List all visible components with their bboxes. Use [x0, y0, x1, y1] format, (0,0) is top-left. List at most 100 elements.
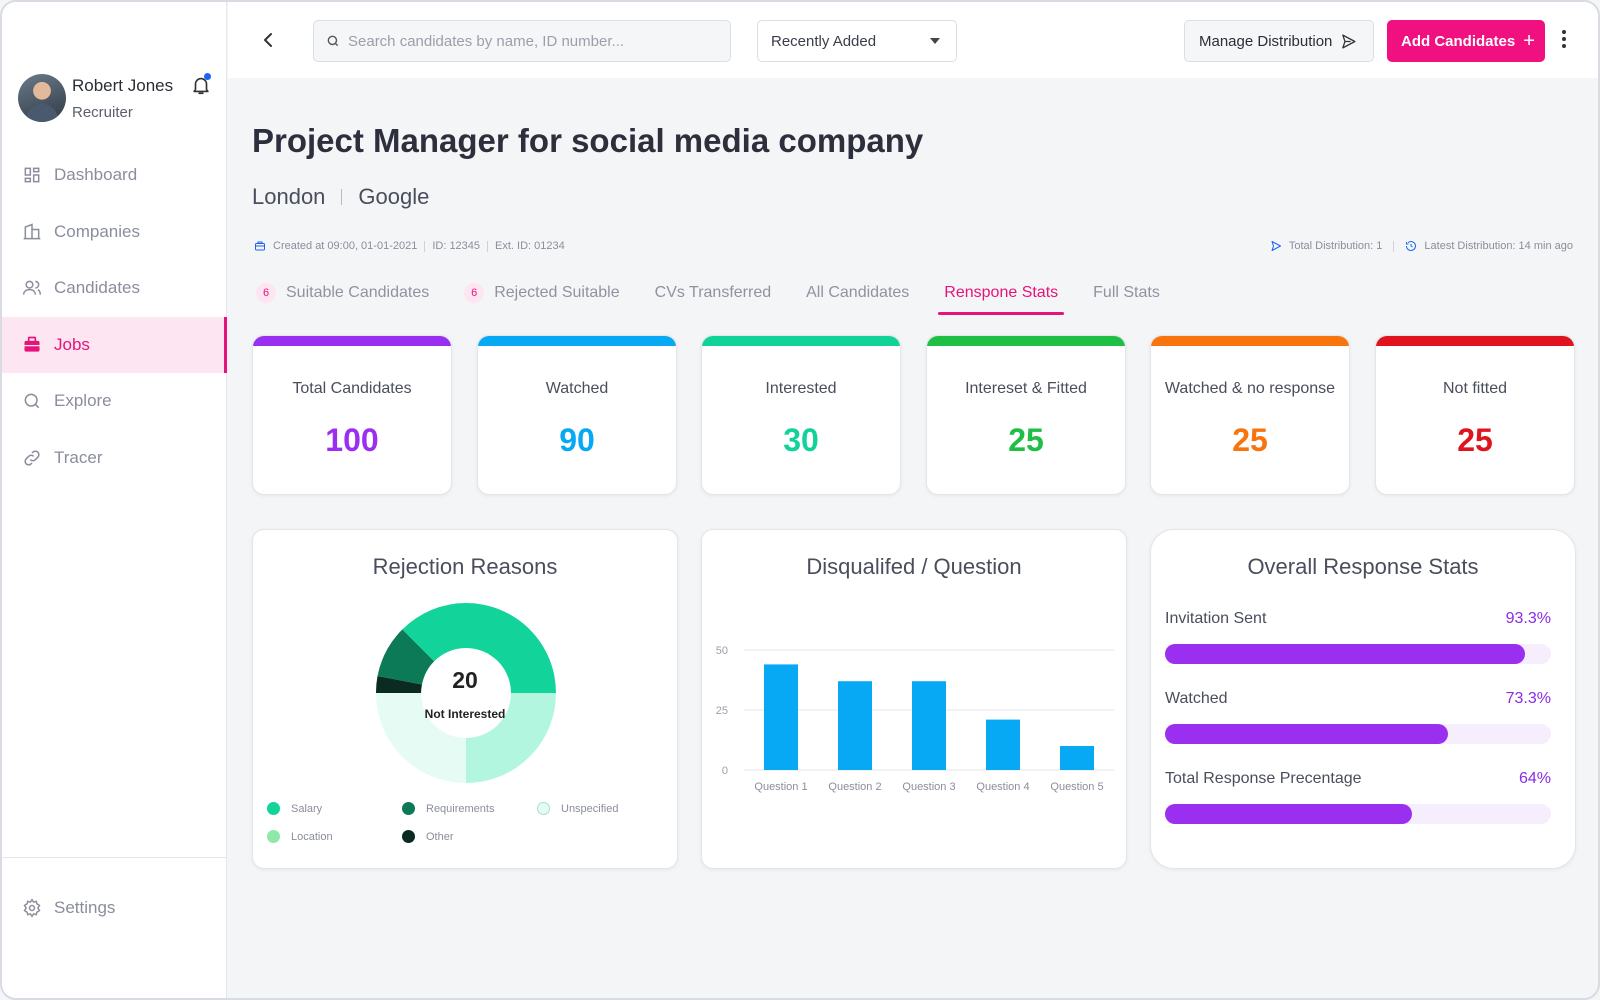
sidebar-item-label: Explore [54, 391, 112, 410]
donut-segment-requirements[interactable] [377, 629, 435, 685]
donut-segment-location[interactable] [466, 693, 556, 783]
donut-segment-salary[interactable] [466, 603, 556, 693]
send-icon [1342, 33, 1356, 49]
bar-3[interactable] [912, 681, 946, 770]
link-icon [24, 450, 40, 466]
stat-card-not-fitted: Not fitted 25 [1375, 335, 1575, 495]
search-icon [327, 35, 339, 47]
donut-center-label: Not Interested [424, 707, 506, 721]
stat-value: 25 [1008, 422, 1044, 458]
divider [341, 189, 343, 205]
legend-item-unspecified: Unspecified [537, 802, 618, 815]
sidebar-item-tracer[interactable]: Tracer [2, 430, 227, 486]
sidebar-item-label: Settings [54, 898, 116, 917]
sort-value: Recently Added [771, 32, 877, 50]
stat-card-watched-no-response: Watched & no response 25 [1150, 335, 1350, 495]
progress-track [1165, 804, 1551, 824]
stat-value: 30 [783, 422, 819, 458]
search-input[interactable] [348, 32, 718, 50]
progress-value: 73.3% [1505, 690, 1551, 707]
search-box[interactable] [313, 20, 731, 62]
overall-response-panel: Overall Response Stats Invitation Sent 9… [1150, 529, 1576, 869]
progress-track [1165, 644, 1551, 664]
legend-label: Requirements [426, 802, 495, 815]
bell-icon[interactable] [190, 74, 212, 96]
stat-value: 90 [559, 422, 595, 458]
progress-track [1165, 724, 1551, 744]
sort-dropdown[interactable]: Recently Added [757, 20, 957, 62]
donut-center-value: 20 [452, 667, 478, 693]
job-location: London [252, 184, 326, 209]
sidebar-item-explore[interactable]: Explore [2, 373, 227, 429]
bar-5[interactable] [1060, 746, 1094, 770]
donut-segment-unspecified[interactable] [376, 693, 466, 783]
created-at: Created at 09:00, 01-01-2021 [273, 240, 418, 252]
sidebar: Robert Jones Recruiter Dashboard Compani… [2, 2, 227, 998]
tab-all-candidates[interactable]: All Candidates [806, 278, 909, 308]
tab-label: Suitable Candidates [286, 284, 430, 301]
job-meta: Created at 09:00, 01-01-2021 ID: 12345 E… [254, 240, 565, 252]
stat-card-total-candidates: Total Candidates 100 [252, 335, 452, 495]
rejection-donut [375, 603, 556, 783]
y-tick-label: 25 [716, 705, 728, 717]
sidebar-divider [2, 857, 227, 858]
caret-down-icon [930, 38, 940, 44]
tab-label: CVs Transferred [654, 284, 772, 301]
donut-segment-salary-2[interactable] [402, 603, 466, 662]
avatar[interactable] [18, 74, 66, 122]
progress-value: 64% [1518, 770, 1551, 787]
legend-item-other: Other [402, 830, 454, 843]
notification-dot [204, 73, 211, 80]
stat-card-interested: Interested 30 [701, 335, 901, 495]
sidebar-item-companies[interactable]: Companies [2, 204, 227, 260]
job-company: Google [358, 184, 430, 209]
briefcase-icon [24, 336, 40, 352]
stat-label: Intereset & Fitted [965, 380, 1087, 397]
sidebar-item-candidates[interactable]: Candidates [2, 260, 227, 316]
x-tick-label: Question 2 [828, 781, 881, 793]
user-profile[interactable]: Robert Jones Recruiter [18, 73, 218, 124]
tab-cvs-transferred[interactable]: CVs Transferred [655, 278, 771, 308]
progress-label: Watched [1165, 690, 1228, 707]
stat-value: 100 [325, 422, 379, 458]
search-icon [24, 393, 40, 409]
progress-fill [1165, 644, 1526, 664]
ext-id: Ext. ID: 01234 [495, 240, 565, 252]
tab-response-stats[interactable]: Renspone Stats [938, 278, 1065, 315]
tab-label: All Candidates [806, 284, 910, 301]
legend-item-requirements: Requirements [402, 802, 494, 815]
chevron-left-icon[interactable] [256, 28, 280, 52]
sidebar-item-dashboard[interactable]: Dashboard [2, 147, 227, 203]
legend-swatch [402, 830, 415, 843]
legend-label: Salary [291, 802, 323, 815]
tab-suitable-candidates[interactable]: 6 Suitable Candidates [256, 278, 429, 308]
users-icon [22, 280, 42, 295]
bar-1[interactable] [764, 664, 798, 770]
legend-swatch [267, 802, 280, 815]
progress-fill [1165, 804, 1413, 824]
sidebar-item-label: Jobs [54, 335, 90, 354]
page-title: Project Manager for social media company [252, 122, 924, 159]
add-candidates-button[interactable]: Add Candidates + [1387, 20, 1545, 62]
tab-full-stats[interactable]: Full Stats [1093, 278, 1160, 308]
sidebar-item-jobs[interactable]: Jobs [2, 317, 227, 373]
bar-4[interactable] [986, 719, 1020, 770]
donut-segment-other[interactable] [375, 676, 422, 693]
manage-distribution-button[interactable]: Manage Distribution [1184, 20, 1374, 62]
progress-value: 93.3% [1505, 610, 1551, 627]
stat-label: Interested [765, 380, 837, 397]
sidebar-item-label: Dashboard [54, 165, 138, 184]
tab-rejected-suitable[interactable]: 6 Rejected Suitable [464, 278, 620, 308]
more-options-icon[interactable] [1561, 30, 1567, 50]
panel-title: Rejection Reasons [372, 554, 558, 579]
sidebar-item-label: Tracer [54, 448, 103, 467]
plus-icon: + [1523, 29, 1535, 52]
chart-title: Disqualifed / Question [806, 554, 1022, 579]
sidebar-item-settings[interactable]: Settings [2, 880, 227, 936]
tab-bar: 6 Suitable Candidates 6 Rejected Suitabl… [256, 278, 1195, 315]
gear-icon [23, 898, 41, 918]
x-tick-label: Question 1 [754, 781, 807, 793]
bar-2[interactable] [838, 681, 872, 770]
legend-swatch [402, 802, 415, 815]
sidebar-item-label: Companies [54, 222, 140, 241]
